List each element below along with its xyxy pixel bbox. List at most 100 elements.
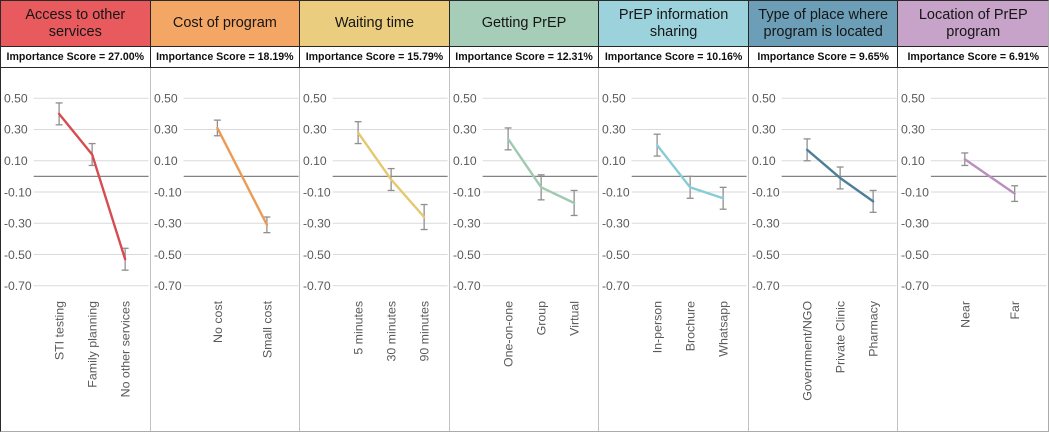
- y-axis-tick-label: -0.50: [752, 248, 780, 262]
- panel-chart: 0.50 0.30 0.10 -0.10 -0.30 -0.50 -0.70 In-perso…: [599, 68, 749, 431]
- panel-chart: 0.50 0.30 0.10 -0.10 -0.30 -0.50 -0.70 Governme…: [749, 68, 899, 431]
- y-axis-tick-label: -0.10: [303, 185, 331, 199]
- y-axis-tick-label: -0.70: [901, 279, 929, 293]
- series-line: [357, 131, 426, 219]
- y-axis-tick-label: 0.30: [453, 123, 477, 137]
- attribute-panel: Cost of program Importance Score = 18.19…: [150, 1, 301, 431]
- panel-chart: 0.50 0.30 0.10 -0.10 -0.30 -0.50 -0.70 STI test…: [1, 68, 151, 431]
- y-axis-tick-label: -0.10: [752, 185, 780, 199]
- y-axis-tick-label: -0.10: [154, 185, 182, 199]
- y-axis-tick-label: -0.30: [453, 216, 481, 230]
- importance-score: Importance Score = 12.31%: [449, 47, 600, 68]
- attribute-panel: Location of PrEP program Importance Scor…: [898, 1, 1048, 431]
- panel-plot: 0.50 0.30 0.10 -0.10 -0.30 -0.50 -0.70 Governme…: [752, 91, 897, 401]
- y-axis-tick-label: -0.10: [453, 185, 481, 199]
- series-line: [805, 148, 875, 203]
- importance-score-label: Importance Score = 15.79%: [305, 51, 444, 63]
- y-axis-tick-label: 0.30: [901, 123, 925, 137]
- category-label: Family planning: [86, 301, 100, 388]
- panel-chart: 0.50 0.30 0.10 -0.10 -0.30 -0.50 -0.70 Near Far: [898, 68, 1048, 431]
- importance-score: Importance Score = 27.00%: [1, 47, 151, 68]
- y-axis-tick-label: -0.30: [901, 216, 929, 230]
- category-label: One-on-one: [501, 301, 515, 367]
- panel-title: Type of place where program is located: [758, 7, 889, 40]
- attribute-panel: Getting PrEP Importance Score = 12.31% 0…: [449, 1, 600, 431]
- y-axis-tick-label: 0.10: [602, 154, 626, 168]
- y-axis-tick-label: -0.70: [602, 279, 630, 293]
- category-label: STI testing: [53, 301, 67, 360]
- y-axis-tick-label: -0.50: [4, 248, 32, 262]
- panel-title: Getting PrEP: [481, 15, 567, 32]
- panel-title: PrEP information sharing: [618, 7, 729, 40]
- y-axis-tick-label: -0.70: [303, 279, 331, 293]
- y-axis-tick-label: 0.10: [154, 154, 178, 168]
- series-line: [506, 137, 576, 205]
- importance-score: Importance Score = 6.91%: [898, 47, 1048, 68]
- y-axis-tick-label: 0.10: [453, 154, 477, 168]
- y-axis-tick-label: 0.10: [303, 154, 327, 168]
- panel-plot: 0.50 0.30 0.10 -0.10 -0.30 -0.50 -0.70 No cost S…: [154, 91, 299, 358]
- y-axis-tick-label: -0.70: [453, 279, 481, 293]
- y-axis-tick-label: 0.50: [4, 91, 28, 105]
- y-axis-tick-label: -0.30: [154, 216, 182, 230]
- y-axis-tick-label: -0.10: [602, 185, 630, 199]
- attribute-panel: Access to other services Importance Scor…: [1, 1, 151, 431]
- y-axis-tick-label: -0.50: [602, 248, 630, 262]
- y-axis-tick-label: 0.30: [303, 123, 327, 137]
- panel-header: Location of PrEP program: [898, 1, 1048, 47]
- y-axis-tick-label: 0.50: [303, 91, 327, 105]
- y-axis-tick-label: 0.50: [901, 91, 925, 105]
- y-axis-tick-label: -0.50: [901, 248, 929, 262]
- panel-header: Type of place where program is located: [748, 1, 899, 47]
- category-label: Small cost: [260, 300, 274, 358]
- category-label: Pharmacy: [867, 300, 881, 357]
- panel-header: Access to other services: [1, 1, 151, 47]
- y-axis-tick-label: -0.70: [154, 279, 182, 293]
- y-axis-tick-label: -0.70: [752, 279, 780, 293]
- panel-header: PrEP information sharing: [599, 1, 749, 47]
- panel-title: Waiting time: [334, 15, 415, 32]
- y-axis-tick-label: 0.50: [602, 91, 626, 105]
- series-line: [964, 157, 1017, 195]
- panel-plot: 0.50 0.30 0.10 -0.10 -0.30 -0.50 -0.70 Near Far: [901, 91, 1048, 328]
- panel-chart: 0.50 0.30 0.10 -0.10 -0.30 -0.50 -0.70 No cost S…: [151, 68, 301, 431]
- importance-score-label: Importance Score = 6.91%: [907, 51, 1040, 63]
- y-axis-tick-label: 0.30: [752, 123, 776, 137]
- panel-plot: 0.50 0.30 0.10 -0.10 -0.30 -0.50 -0.70 5 minute…: [303, 91, 448, 362]
- y-axis-tick-label: -0.30: [752, 216, 780, 230]
- y-axis-tick-label: 0.10: [752, 154, 776, 168]
- category-label: Government/NGO: [801, 301, 815, 401]
- panel-header: Getting PrEP: [449, 1, 600, 47]
- y-axis-tick-label: -0.50: [453, 248, 481, 262]
- attribute-panel: Waiting time Importance Score = 15.79% 0…: [300, 1, 450, 431]
- category-label: Private Clinic: [834, 301, 848, 373]
- category-label: Group: [534, 301, 548, 336]
- category-label: Brochure: [684, 301, 698, 351]
- y-axis-tick-label: -0.10: [901, 185, 929, 199]
- category-label: No other services: [119, 301, 133, 397]
- y-axis-tick-label: 0.50: [752, 91, 776, 105]
- y-axis-tick-label: -0.70: [4, 279, 32, 293]
- importance-score: Importance Score = 9.65%: [748, 47, 899, 68]
- panel-plot: 0.50 0.30 0.10 -0.10 -0.30 -0.50 -0.70 In-perso…: [602, 91, 747, 357]
- category-label: Whatsapp: [717, 301, 731, 357]
- category-label: In-person: [651, 301, 665, 354]
- category-label: 30 minutes: [385, 301, 399, 362]
- panel-chart: 0.50 0.30 0.10 -0.10 -0.30 -0.50 -0.70 5 minute…: [300, 68, 450, 431]
- importance-score-label: Importance Score = 9.65%: [757, 51, 889, 63]
- category-label: Far: [1009, 301, 1023, 320]
- panel-header: Cost of program: [150, 1, 301, 47]
- y-axis-tick-label: -0.50: [154, 248, 182, 262]
- y-axis-tick-label: 0.50: [453, 91, 477, 105]
- y-axis-tick-label: 0.30: [4, 123, 28, 137]
- importance-score-label: Importance Score = 10.16%: [604, 51, 743, 63]
- importance-score: Importance Score = 18.19%: [150, 47, 301, 68]
- y-axis-tick-label: 0.50: [154, 91, 178, 105]
- attribute-panel: PrEP information sharing Importance Scor…: [599, 1, 749, 431]
- category-label: 5 minutes: [352, 301, 366, 355]
- category-label: No cost: [210, 300, 224, 343]
- y-axis-tick-label: -0.10: [4, 185, 32, 199]
- panel-chart: 0.50 0.30 0.10 -0.10 -0.30 -0.50 -0.70 One-on-o…: [450, 68, 600, 431]
- y-axis-tick-label: -0.30: [303, 216, 331, 230]
